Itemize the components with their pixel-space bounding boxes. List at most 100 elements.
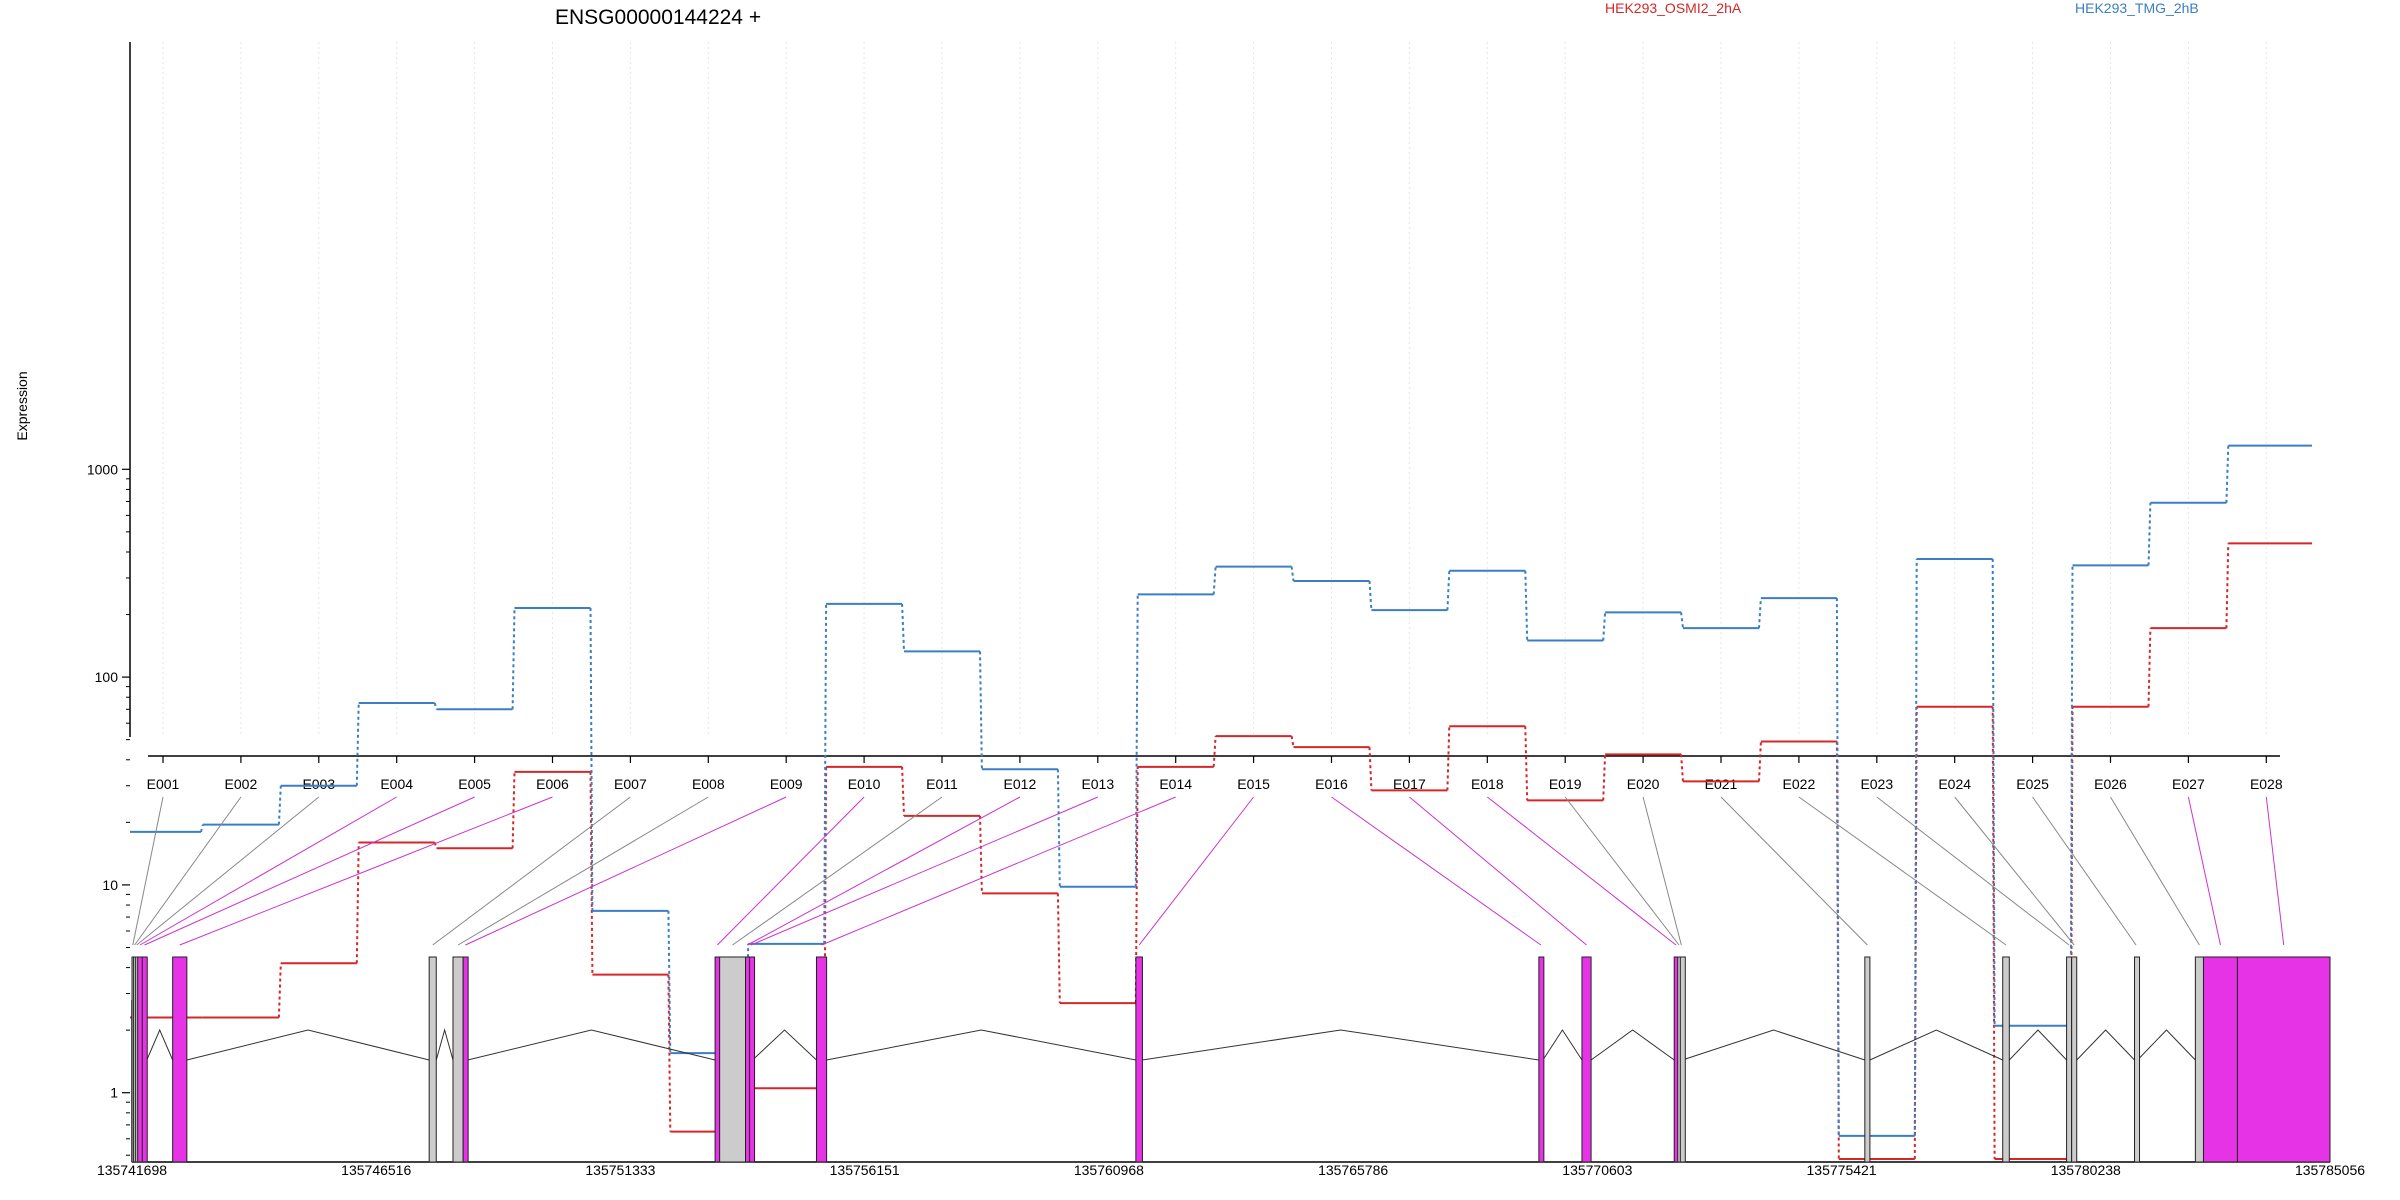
exon-box-e015: [1135, 956, 1143, 1163]
series-transition: [901, 766, 905, 816]
connector-e013: [750, 796, 1098, 946]
series-transition: [1446, 570, 1451, 611]
series-tmg: [130, 444, 2312, 1137]
connector-e015: [1138, 796, 1254, 946]
series-transition: [589, 771, 594, 975]
x-tick-label-e021: E021: [1705, 776, 1738, 792]
x-tick-label-e022: E022: [1783, 776, 1816, 792]
intron: [2008, 1029, 2067, 1061]
series-transition: [1290, 735, 1295, 748]
connector-e007: [432, 796, 631, 946]
exon-box-e017: [1581, 956, 1592, 1163]
intron: [1869, 1029, 2003, 1061]
x-tick-label-e005: E005: [458, 776, 491, 792]
series-transition: [1056, 893, 1061, 1004]
connector-e003: [136, 796, 320, 946]
y-tick-label: 1: [110, 1085, 118, 1101]
connector-e005: [144, 796, 475, 946]
genomic-coordinate-label: 135785056: [2295, 1162, 2365, 1178]
connector-e019: [1564, 796, 1680, 946]
x-tick-label-e003: E003: [302, 776, 335, 792]
series-transition: [1212, 566, 1217, 595]
connector-e010: [717, 796, 865, 946]
connector-e008: [457, 796, 709, 946]
intron: [435, 1028, 454, 1061]
connector-e012: [747, 796, 1021, 946]
x-tick-label-e011: E011: [926, 776, 958, 792]
series-transition: [433, 702, 438, 710]
y-tick-label: 10: [102, 877, 118, 893]
connector-e002: [134, 796, 242, 946]
series-transition: [979, 815, 983, 894]
genomic-coordinate-label: 135756151: [830, 1162, 900, 1178]
exon-box-e025: [2134, 956, 2141, 1163]
intron: [752, 1029, 817, 1061]
series-transition: [200, 824, 204, 833]
intron: [1590, 1029, 1675, 1061]
genomic-coordinate-label: 135765786: [1318, 1162, 1388, 1178]
connector-e016: [1331, 796, 1542, 946]
connector-e018: [1486, 796, 1677, 946]
x-tick-label-e007: E007: [614, 776, 647, 792]
exon-box-e027: [2202, 956, 2238, 1163]
series-transition: [355, 842, 360, 964]
series-transition: [1368, 580, 1373, 611]
gene-model: 135741698 135746516 135751333 135756151 1357…: [97, 956, 2365, 1178]
x-tick-label-e016: E016: [1315, 776, 1348, 792]
x-tick-label-e012: E012: [1004, 776, 1037, 792]
series-transition: [1212, 736, 1217, 767]
x-tick-label-e010: E010: [848, 776, 881, 792]
x-tick-label-e025: E025: [2016, 776, 2049, 792]
genomic-coordinate-label: 135770603: [1562, 1162, 1632, 1178]
series-transition: [2147, 502, 2152, 566]
x-tick-label-e026: E026: [2094, 776, 2127, 792]
series-lines: [130, 444, 2312, 1160]
series-transition: [511, 771, 516, 849]
series-transition: [1290, 566, 1295, 582]
x-tick-label-e018: E018: [1471, 776, 1504, 792]
intron: [1142, 1029, 1539, 1061]
genomic-coordinate-label: 135746516: [341, 1162, 411, 1178]
connector-e004: [139, 796, 397, 946]
connector-e027: [2187, 796, 2221, 946]
series-transition: [1913, 559, 1918, 1136]
series-transition: [1758, 598, 1762, 629]
genomic-coordinate-label: 135751333: [585, 1162, 655, 1178]
exon-box-e011: [719, 956, 747, 1163]
intron: [2076, 1029, 2135, 1061]
axes: 1 10 100 1000 E001 E002 E003 E004 E005 E006 E007 E0…: [87, 42, 2283, 1156]
genomic-coordinate-label: 135741698: [97, 1162, 167, 1178]
series-transition: [1524, 570, 1529, 641]
series-transition: [1758, 741, 1762, 782]
x-tick-label-e006: E006: [536, 776, 569, 792]
series-transition: [277, 785, 282, 825]
exon-box-e028: [2236, 956, 2331, 1163]
x-tick-label-e004: E004: [380, 776, 413, 792]
series-osmi2: [130, 542, 2312, 1160]
series-transition: [2225, 543, 2230, 629]
series-transition: [667, 974, 672, 1132]
series-transition: [1602, 754, 1607, 801]
exon-box-e005: [141, 956, 148, 1163]
exon-box-e024: [2071, 956, 2078, 1163]
connector-e021: [1720, 796, 1868, 946]
exon-connectors: [132, 796, 2285, 946]
intron: [2137, 1029, 2196, 1061]
x-tick-label-e008: E008: [692, 776, 725, 792]
x-tick-label-e014: E014: [1159, 776, 1192, 792]
exon-box-e014: [815, 956, 828, 1163]
x-tick-label-e019: E019: [1549, 776, 1582, 792]
genomic-coordinate-label: 135760968: [1074, 1162, 1144, 1178]
x-tick-label-e017: E017: [1393, 776, 1426, 792]
exon-box-e020: [1679, 956, 1686, 1163]
exon-box-e007: [428, 956, 437, 1163]
exon-box-e016: [1538, 956, 1545, 1163]
genomic-coordinate-label: 135775421: [1807, 1162, 1877, 1178]
x-tick-label-e002: E002: [225, 776, 258, 792]
exon-box-e008: [452, 956, 464, 1163]
exon-box-e021: [1864, 956, 1871, 1163]
exon-box-e023: [2066, 956, 2073, 1163]
connector-e001: [132, 796, 164, 946]
intron: [467, 1029, 716, 1061]
series-transition: [2225, 445, 2230, 503]
